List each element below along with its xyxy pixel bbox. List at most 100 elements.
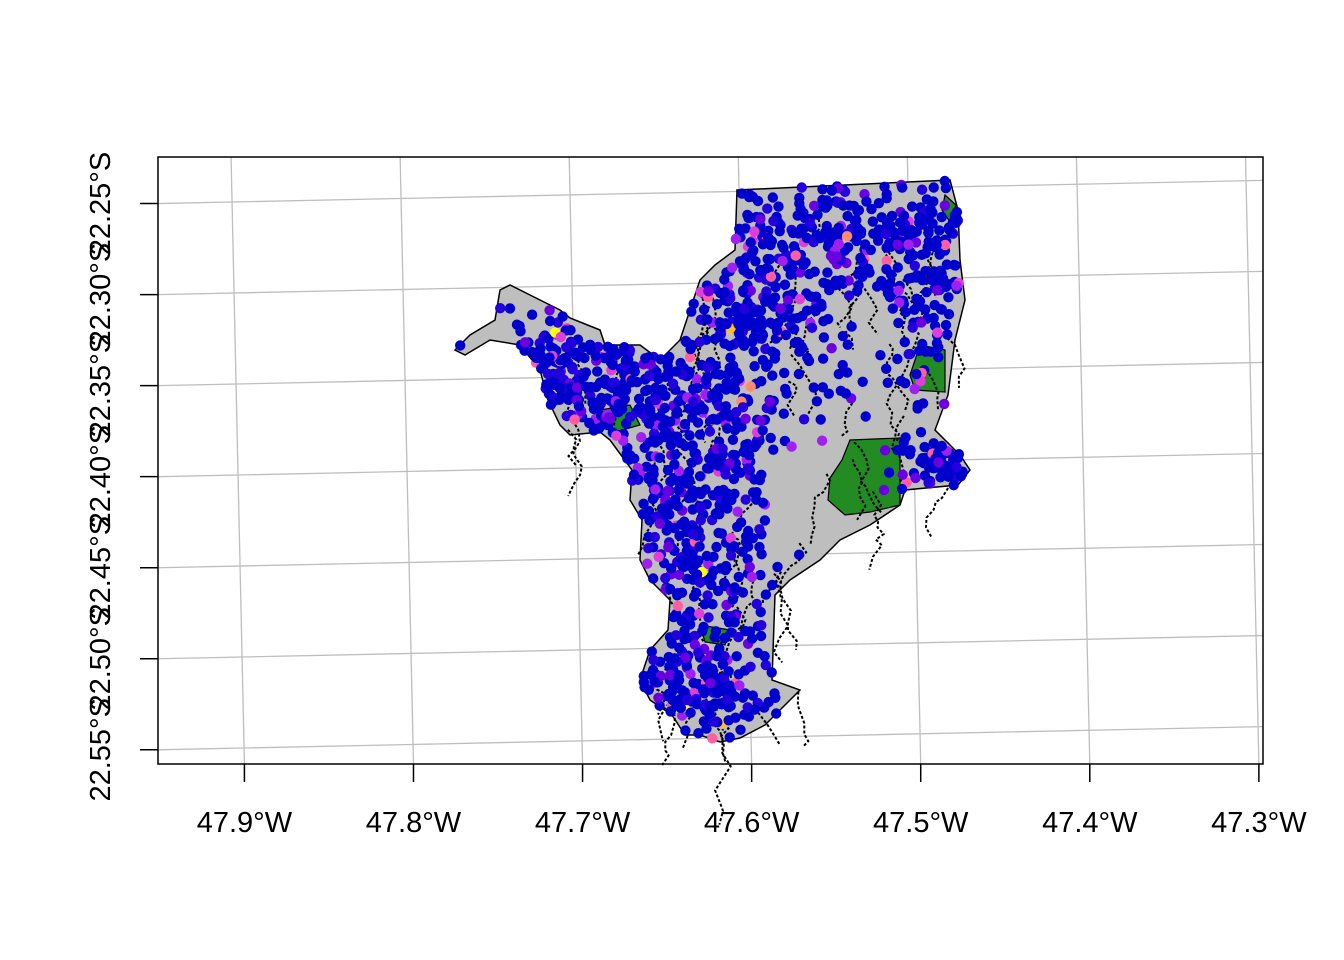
occurrence-point (681, 660, 692, 671)
occurrence-point (684, 430, 695, 441)
occurrence-point (747, 191, 758, 202)
occurrence-point (718, 410, 729, 421)
occurrence-point (709, 333, 721, 345)
occurrence-point (852, 205, 863, 217)
occurrence-point (683, 466, 695, 478)
occurrence-point (927, 207, 938, 218)
occurrence-point (951, 280, 962, 291)
occurrence-point (686, 306, 697, 317)
occurrence-point (717, 659, 729, 670)
occurrence-point (657, 384, 668, 395)
occurrence-point (823, 237, 834, 249)
occurrence-point (660, 573, 671, 584)
occurrence-point (894, 217, 906, 228)
occurrence-point (724, 732, 735, 743)
occurrence-point (932, 327, 943, 338)
occurrence-point (602, 341, 613, 352)
occurrence-point (936, 304, 948, 315)
y-axis-tick-label: 22.30°S (85, 243, 117, 347)
occurrence-point (663, 542, 674, 553)
occurrence-point (757, 425, 768, 436)
occurrence-point (909, 383, 920, 395)
occurrence-point (670, 366, 682, 377)
occurrence-point (544, 305, 555, 316)
occurrence-point (706, 579, 717, 591)
occurrence-point (811, 396, 823, 407)
occurrence-point (903, 349, 914, 360)
occurrence-point (897, 225, 908, 236)
occurrence-point (681, 538, 692, 549)
occurrence-point (844, 200, 855, 211)
occurrence-point (666, 563, 677, 574)
occurrence-point (740, 494, 751, 505)
occurrence-point (663, 366, 674, 377)
occurrence-point (622, 453, 633, 464)
occurrence-point (687, 504, 698, 515)
occurrence-point (674, 569, 685, 580)
occurrence-point (742, 541, 754, 552)
occurrence-point (708, 716, 719, 727)
occurrence-point (654, 700, 665, 711)
occurrence-point (833, 368, 844, 380)
occurrence-point (668, 611, 679, 623)
occurrence-point (833, 222, 844, 233)
drainage-line (772, 572, 792, 664)
occurrence-point (905, 224, 917, 236)
occurrence-point (647, 435, 658, 446)
x-axis-tick-label: 47.9°W (197, 807, 293, 839)
occurrence-point (764, 254, 775, 265)
occurrence-point (699, 599, 710, 610)
occurrence-point (792, 336, 803, 348)
occurrence-point (806, 291, 817, 302)
occurrence-point (822, 313, 834, 325)
occurrence-point (754, 541, 765, 553)
occurrence-point (680, 652, 691, 663)
occurrence-point (719, 632, 730, 644)
occurrence-point (836, 275, 847, 286)
occurrence-point (786, 441, 797, 452)
occurrence-point (756, 620, 767, 631)
occurrence-point (692, 404, 703, 416)
occurrence-point (666, 638, 677, 649)
occurrence-point (737, 402, 749, 413)
occurrence-point (837, 330, 849, 342)
occurrence-point (669, 653, 680, 664)
occurrence-point (729, 488, 740, 499)
occurrence-point (939, 398, 950, 410)
occurrence-point (687, 529, 698, 540)
occurrence-point (851, 235, 862, 247)
occurrence-point (552, 368, 563, 380)
occurrence-point (664, 661, 675, 672)
occurrence-point (716, 528, 727, 539)
occurrence-point (679, 418, 691, 430)
occurrence-point (710, 368, 721, 380)
y-axis-tick-label: 22.35°S (85, 334, 117, 438)
occurrence-point (588, 403, 600, 415)
drainage-line (884, 247, 915, 307)
occurrence-point (905, 445, 916, 456)
occurrence-point (851, 214, 862, 226)
occurrence-point (733, 328, 745, 339)
occurrence-point (733, 571, 744, 583)
drainage-line (674, 404, 686, 437)
occurrence-point (907, 322, 918, 333)
occurrence-point (690, 587, 702, 598)
occurrence-point (946, 227, 957, 238)
occurrence-point (762, 203, 773, 214)
occurrence-point (707, 663, 718, 674)
occurrence-point (655, 411, 666, 422)
occurrence-point (727, 262, 738, 273)
occurrence-point (619, 342, 630, 353)
occurrence-point (707, 733, 718, 744)
occurrence-point (916, 184, 928, 195)
occurrence-point (920, 304, 931, 315)
occurrence-point (694, 608, 705, 619)
occurrence-point (892, 444, 903, 456)
occurrence-point (755, 630, 767, 642)
occurrence-point (881, 189, 892, 200)
occurrence-point (880, 228, 892, 240)
occurrence-point (717, 443, 728, 454)
occurrence-point (792, 312, 803, 324)
occurrence-point (892, 262, 903, 273)
